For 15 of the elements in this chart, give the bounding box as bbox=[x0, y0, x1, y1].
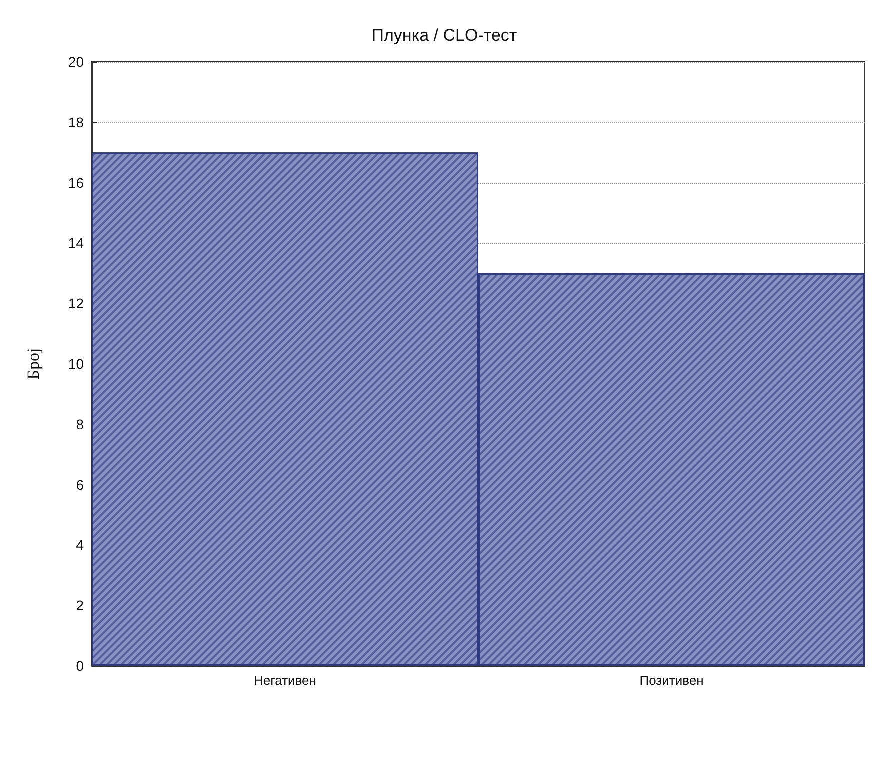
x-tick-label: Позитивен bbox=[640, 673, 704, 688]
y-tick-label: 16 bbox=[68, 174, 84, 191]
y-tick-label: 10 bbox=[68, 356, 84, 372]
y-tick-label: 12 bbox=[68, 296, 84, 312]
y-axis-title: Број bbox=[24, 348, 43, 380]
x-tick-label: Негативен bbox=[254, 673, 316, 688]
y-tick-label: 0 bbox=[76, 658, 84, 674]
chart-title: Плунка / CLO-тест bbox=[372, 26, 518, 45]
y-tick-label: 6 bbox=[76, 476, 84, 493]
y-tick-label: 8 bbox=[76, 416, 84, 432]
y-tick-label: 18 bbox=[68, 114, 84, 130]
y-tick-label: 4 bbox=[76, 537, 84, 554]
y-tick-label: 20 bbox=[68, 54, 84, 70]
y-tick-label: 2 bbox=[76, 598, 84, 614]
y-tick-label: 14 bbox=[68, 235, 84, 252]
